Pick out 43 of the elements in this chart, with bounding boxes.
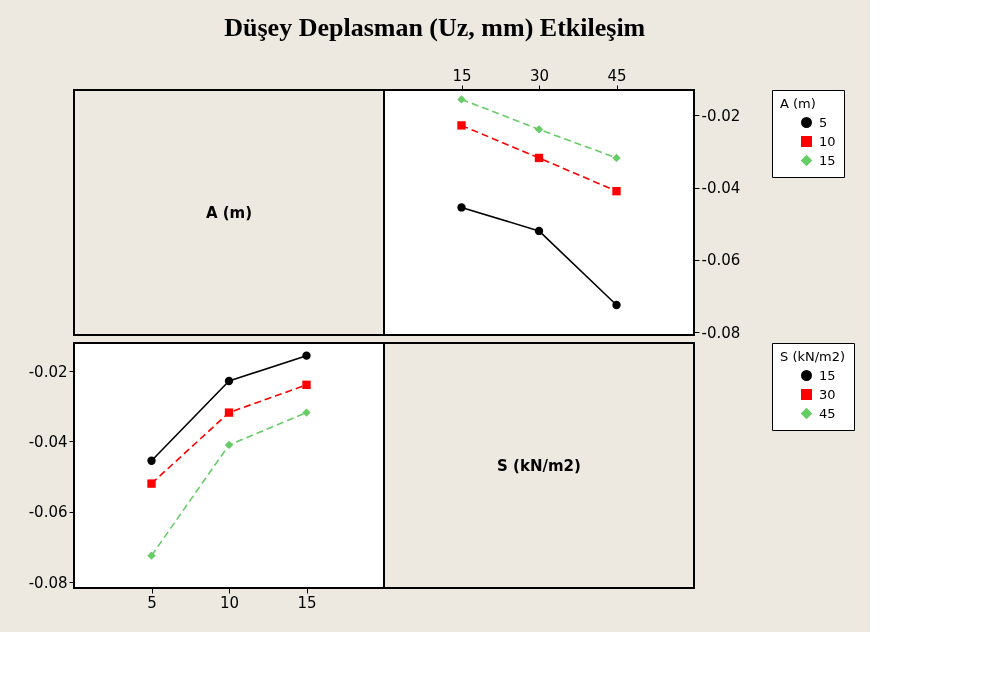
point (224, 408, 234, 417)
point (612, 187, 621, 196)
point (612, 153, 621, 163)
legend-label: 15 (819, 367, 836, 383)
x-axis-title: S (kN/m2) (497, 456, 581, 475)
legend-label: 15 (819, 152, 836, 168)
legend-label: 30 (819, 386, 836, 402)
x-tick-label: 15 (297, 593, 317, 612)
x-tick-label: 15 (452, 66, 472, 85)
legend-label: 10 (819, 133, 836, 149)
point (147, 479, 156, 488)
y-tick-label: -0.04 (28, 432, 68, 451)
point (457, 95, 466, 104)
y-tick-label: -0.08 (701, 323, 741, 342)
point (534, 153, 544, 163)
y-tick-label: -0.02 (28, 362, 68, 381)
point (534, 226, 544, 236)
x-tick-label: 10 (219, 593, 240, 612)
y-tick-label: -0.08 (28, 573, 68, 592)
y-tick-label: -0.02 (701, 106, 741, 125)
y-tick-label: -0.04 (701, 179, 741, 198)
point (457, 203, 466, 212)
legend-title: S (kN/m2) (780, 349, 846, 364)
point (457, 121, 466, 130)
point (302, 380, 311, 390)
point (302, 351, 311, 360)
point (147, 551, 156, 560)
point (534, 125, 544, 134)
x-tick-label: 5 (147, 593, 157, 612)
chart-title: Düşey Deplasman (Uz, mm) Etkileşim (224, 13, 646, 42)
point (224, 376, 234, 386)
x-tick-label: 45 (607, 66, 627, 85)
point (147, 456, 156, 465)
x-axis-title: A (m) (205, 203, 253, 222)
y-tick-label: -0.06 (701, 251, 741, 270)
x-tick-label: 30 (529, 66, 550, 85)
point (302, 408, 311, 417)
point (612, 300, 621, 310)
point (224, 440, 234, 450)
y-tick-label: -0.06 (28, 503, 68, 522)
legend-label: 5 (819, 114, 828, 130)
legend-label: 45 (819, 405, 836, 421)
legend-title: A (m) (780, 96, 816, 111)
